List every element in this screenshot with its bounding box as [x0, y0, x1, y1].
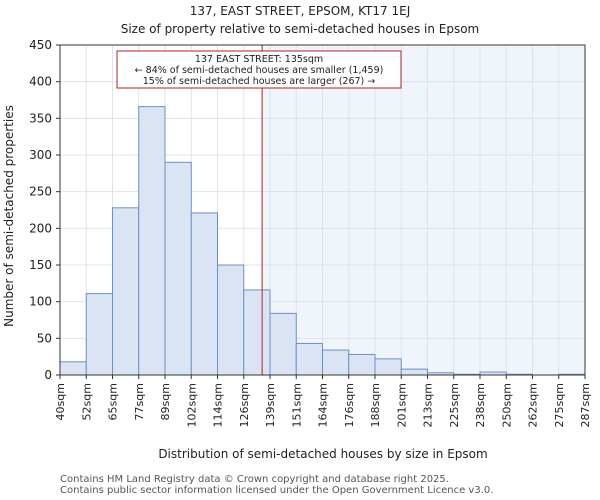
x-tick-label: 164sqm [317, 383, 330, 427]
annotation-box: 137 EAST STREET: 135sqm ← 84% of semi-de… [116, 50, 402, 89]
x-tick-label: 40sqm [54, 383, 67, 420]
x-tick-label: 52sqm [80, 383, 93, 420]
y-tick-label: 450 [29, 38, 52, 52]
x-tick-label: 151sqm [290, 383, 303, 427]
y-tick-label: 150 [29, 258, 52, 272]
footer-copyright: Contains HM Land Registry data © Crown c… [60, 474, 449, 485]
histogram-bar [112, 207, 140, 376]
histogram-bar [322, 349, 350, 376]
histogram-bar [138, 106, 166, 376]
x-tick-label: 213sqm [422, 383, 435, 427]
x-tick-label: 126sqm [238, 383, 251, 427]
annotation-line-2: ← 84% of semi-detached houses are smalle… [135, 65, 384, 76]
x-tick-label: 77sqm [133, 383, 146, 420]
histogram-bar [374, 358, 402, 376]
x-tick-label: 139sqm [264, 383, 277, 427]
histogram-bar [85, 293, 113, 376]
y-tick-label: 50 [37, 331, 52, 345]
larger-region-shade [262, 45, 585, 375]
x-tick-label: 89sqm [159, 383, 172, 420]
x-tick-label: 275sqm [553, 383, 566, 427]
histogram-bar [348, 353, 376, 376]
x-tick-label: 262sqm [527, 383, 540, 427]
x-tick-label: 225sqm [448, 383, 461, 427]
footer-licence: Contains public sector information licen… [60, 485, 494, 496]
annotation-line-1: 137 EAST STREET: 135sqm [195, 54, 323, 65]
y-tick-label: 300 [29, 148, 52, 162]
histogram-bar [243, 289, 271, 376]
x-tick-label: 201sqm [395, 383, 408, 427]
x-tick-label: 287sqm [579, 383, 592, 427]
x-tick-label: 65sqm [107, 383, 120, 420]
y-tick-label: 100 [29, 295, 52, 309]
histogram-bar [164, 161, 192, 376]
histogram-bar [217, 264, 245, 376]
chart-subtitle: Size of property relative to semi-detach… [120, 22, 480, 36]
y-tick-label: 200 [29, 221, 52, 235]
y-tick-label: 400 [29, 75, 52, 89]
x-tick-label: 102sqm [185, 383, 198, 427]
x-tick-label: 238sqm [474, 383, 487, 427]
annotation-line-3: 15% of semi-detached houses are larger (… [143, 76, 376, 87]
x-tick-label: 176sqm [343, 383, 356, 427]
x-tick-label: 250sqm [500, 383, 513, 427]
x-tick-label: 188sqm [369, 383, 382, 427]
x-axis-label: Distribution of semi-detached houses by … [158, 447, 487, 461]
histogram-bar [190, 212, 218, 376]
y-tick-label: 0 [44, 368, 52, 382]
y-tick-label: 350 [29, 111, 52, 125]
y-axis-label: Number of semi-detached properties [2, 105, 16, 327]
histogram-bar [59, 361, 87, 376]
histogram-bar [269, 312, 297, 376]
chart-title: 137, EAST STREET, EPSOM, KT17 1EJ [189, 4, 411, 18]
x-tick-label: 114sqm [212, 383, 225, 427]
histogram-bar [400, 368, 428, 376]
y-tick-label: 250 [29, 185, 52, 199]
histogram-bar [295, 342, 323, 376]
